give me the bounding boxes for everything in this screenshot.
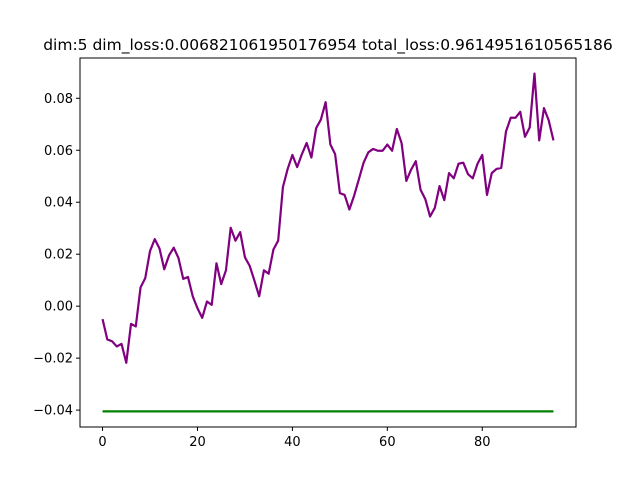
x-tick-label: 60 — [379, 435, 396, 450]
series-line-1 — [101, 72, 555, 364]
series-lines — [101, 72, 555, 413]
y-tick-label: 0.00 — [44, 300, 73, 315]
y-tick-label: 0.06 — [44, 144, 73, 159]
y-tick-label: 0.04 — [44, 196, 73, 211]
y-tick-label: 0.02 — [44, 248, 73, 263]
y-tick-label: −0.04 — [33, 404, 73, 419]
x-tick-label: 40 — [284, 435, 301, 450]
x-axis-ticks: 0 20 40 60 80 — [98, 427, 491, 450]
chart-title: dim:5 dim_loss:0.006821061950176954 tota… — [43, 36, 613, 55]
y-tick-label: −0.02 — [33, 352, 73, 367]
x-tick-label: 20 — [189, 435, 206, 450]
y-tick-label: 0.08 — [44, 92, 73, 107]
plot-frame — [79, 57, 577, 428]
y-axis-ticks: −0.04 −0.02 0.00 0.02 0.04 0.06 0.08 — [33, 92, 80, 419]
x-tick-label: 80 — [474, 435, 491, 450]
x-tick-label: 0 — [98, 435, 106, 450]
